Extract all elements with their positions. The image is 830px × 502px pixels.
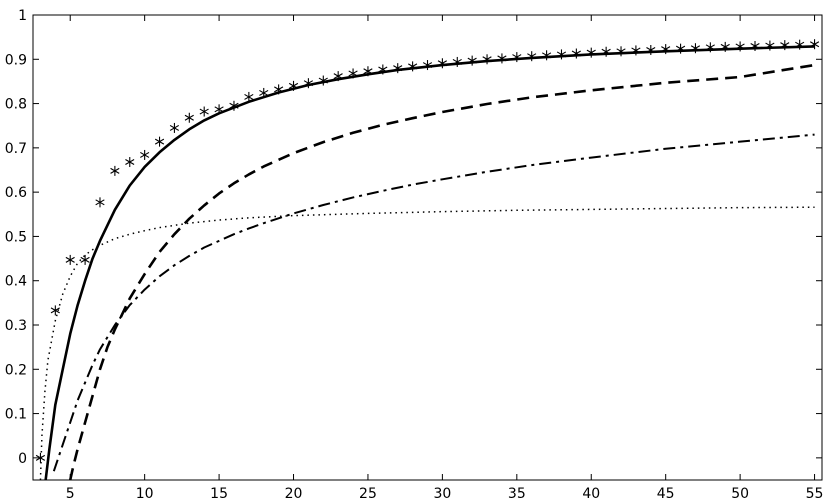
x-tick-label: 15 — [210, 486, 228, 502]
y-tick-label: 0.9 — [5, 52, 27, 68]
y-tick-label: 0.7 — [5, 141, 27, 157]
x-tick-label: 25 — [359, 486, 377, 502]
x-tick-label: 45 — [657, 486, 675, 502]
x-tick-label: 10 — [136, 486, 154, 502]
x-tick-label: 20 — [285, 486, 303, 502]
x-tick-label: 30 — [433, 486, 451, 502]
y-tick-label: 0.4 — [5, 274, 27, 290]
y-axis-tick-labels: 0 0.1 0.2 0.3 0.4 0.5 0.6 0.7 0.8 0.9 1 — [5, 8, 27, 467]
y-tick-label: 0.2 — [5, 362, 27, 378]
asterisk-point — [65, 254, 75, 265]
x-tick-label: 35 — [508, 486, 526, 502]
y-tick-label: 0 — [18, 451, 27, 467]
y-tick-label: 0.6 — [5, 185, 27, 201]
asterisk-point — [80, 254, 90, 265]
asterisk-point — [154, 136, 165, 147]
axis-ticks — [33, 14, 822, 480]
x-tick-label: 40 — [582, 486, 600, 502]
asterisk-point — [125, 157, 135, 168]
series-dashdot-line — [52, 133, 815, 472]
asterisk-point — [50, 305, 60, 316]
y-tick-label: 1 — [18, 8, 27, 24]
x-axis-tick-labels: 5 10 15 20 25 30 35 40 45 50 55 — [66, 486, 824, 502]
y-tick-label: 0.5 — [5, 229, 27, 245]
asterisk-point — [95, 197, 105, 208]
asterisk-point — [199, 106, 209, 117]
asterisk-point — [140, 149, 150, 160]
y-tick-label: 0.1 — [5, 407, 27, 423]
series-solid-line — [44, 45, 815, 481]
asterisk-point — [244, 91, 254, 102]
x-tick-label: 50 — [731, 486, 749, 502]
asterisk-point — [184, 112, 194, 123]
series-group — [35, 39, 820, 481]
x-tick-label: 55 — [806, 486, 824, 502]
asterisk-point — [169, 122, 180, 133]
y-tick-label: 0.8 — [5, 97, 27, 113]
x-tick-label: 5 — [66, 486, 75, 502]
y-tick-label: 0.3 — [5, 318, 27, 334]
series-dotted-line — [39, 206, 815, 481]
asterisk-point — [110, 165, 120, 176]
plot-area — [32, 14, 823, 481]
